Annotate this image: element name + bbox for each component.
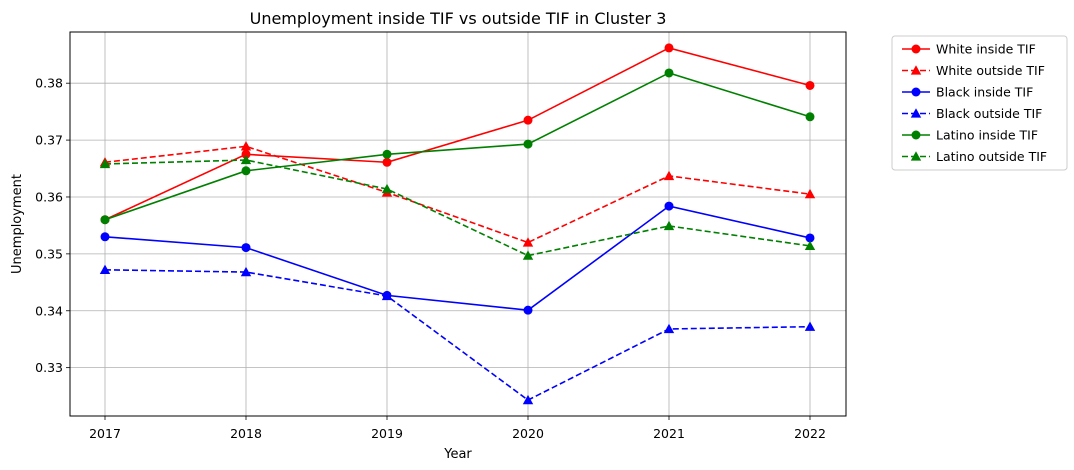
series-line (104, 72, 811, 221)
legend: White inside TIF White outside TIF Black i… (891, 35, 1068, 171)
data-point (100, 232, 110, 242)
data-point (241, 243, 251, 253)
legend-label: Black inside TIF (936, 85, 1033, 100)
legend-entry: White inside TIF (902, 42, 1036, 57)
data-point (240, 266, 252, 277)
data-point (99, 158, 111, 169)
x-axis: 2017 2018 2019 2020 2021 2022 (89, 416, 826, 441)
x-tick-label: 2022 (794, 426, 826, 441)
data-point (240, 154, 252, 165)
data-point (910, 108, 922, 118)
series-line (104, 205, 811, 312)
chart-title: Unemployment inside TIF vs outside TIF i… (250, 9, 667, 28)
y-axis: 0.33 0.34 0.35 0.36 0.37 0.38 (35, 76, 70, 375)
legend-label: White inside TIF (936, 42, 1036, 57)
data-point (664, 201, 674, 211)
data-point (522, 237, 534, 247)
x-tick-label: 2019 (371, 426, 403, 441)
data-point (523, 115, 533, 125)
data-point (805, 80, 815, 90)
x-tick-label: 2020 (512, 426, 544, 441)
data-point (240, 141, 252, 151)
y-axis-label: Unemployment (10, 174, 25, 274)
data-point (523, 305, 533, 315)
plot-area-frame (69, 31, 847, 417)
y-tick-label: 0.37 (35, 133, 63, 148)
legend-label: Latino inside TIF (936, 128, 1038, 143)
data-point (804, 240, 816, 251)
data-point (100, 215, 110, 225)
series-latino-outside-tif (99, 154, 816, 260)
data-point (911, 44, 921, 54)
data-point (241, 166, 251, 176)
data-point (522, 250, 534, 260)
data-point (663, 170, 675, 181)
data-point (523, 139, 533, 149)
y-tick-label: 0.38 (35, 76, 63, 91)
grid (70, 32, 846, 416)
data-point (664, 68, 674, 78)
legend-entry: Black outside TIF (902, 106, 1042, 121)
data-point (664, 43, 674, 53)
data-point (804, 188, 816, 199)
data-point (382, 157, 392, 167)
data-point (911, 87, 921, 97)
data-point (382, 149, 392, 159)
legend-label: Black outside TIF (936, 106, 1042, 121)
data-point (910, 151, 922, 161)
legend-box (891, 35, 1068, 171)
data-point (522, 394, 534, 405)
series-black-inside-tif (100, 201, 815, 315)
x-tick-label: 2018 (230, 426, 262, 441)
x-axis-label: Year (443, 447, 472, 462)
y-tick-label: 0.33 (35, 360, 63, 375)
data-point (805, 112, 815, 122)
x-tick-label: 2021 (653, 426, 685, 441)
series-line (104, 145, 811, 244)
legend-label: White outside TIF (936, 63, 1045, 78)
x-tick-label: 2017 (89, 426, 121, 441)
legend-entry: Latino outside TIF (902, 149, 1047, 164)
data-point (381, 183, 393, 194)
series-black-outside-tif (99, 264, 816, 405)
data-point (99, 264, 111, 274)
data-point (910, 65, 922, 75)
series-line (104, 47, 811, 221)
legend-entry: White outside TIF (902, 63, 1045, 78)
data-point (663, 220, 675, 231)
y-tick-label: 0.35 (35, 246, 63, 261)
series-line (104, 159, 811, 257)
data-point (805, 233, 815, 243)
data-point (381, 290, 393, 301)
data-point (241, 149, 251, 159)
data-point (663, 323, 675, 334)
series-latino-inside-tif (100, 68, 815, 225)
legend-label: Latino outside TIF (936, 149, 1047, 164)
series-line (104, 268, 811, 402)
data-point (911, 130, 921, 140)
y-tick-label: 0.36 (35, 189, 63, 204)
legend-entry: Black inside TIF (902, 85, 1033, 100)
data-point (804, 321, 816, 331)
series-layer (99, 43, 816, 405)
legend-entry: Latino inside TIF (902, 128, 1038, 143)
y-tick-label: 0.34 (35, 303, 63, 318)
